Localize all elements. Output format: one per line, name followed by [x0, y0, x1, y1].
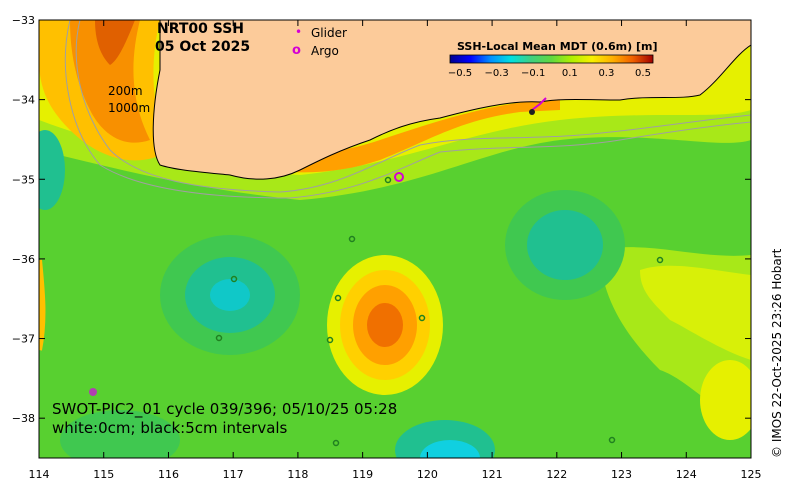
y-tick-label: −37 [12, 333, 35, 346]
glider-icon: • [295, 25, 302, 39]
x-axis: 114 115 116 117 118 119 120 121 122 123 124 125 [29, 20, 762, 481]
y-tick-label: −34 [12, 94, 35, 107]
swot-caption: SWOT-PIC2_01 cycle 039/396; 05/10/25 05:… [52, 400, 397, 419]
colorbar-tick-label: 0.5 [635, 68, 651, 79]
colorbar [449, 54, 654, 64]
x-tick-label: 119 [352, 468, 373, 481]
y-axis: −33 −34 −35 −36 −37 −38 [12, 14, 751, 425]
credit-text: © IMOS 22-Oct-2025 23:26 Hobart [770, 248, 784, 458]
title-date: 05 Oct 2025 [155, 39, 250, 55]
argo-icon: o [292, 43, 301, 58]
x-tick-label: 117 [223, 468, 244, 481]
x-tick-label: 124 [676, 468, 697, 481]
depth-label-200m: 200m [108, 84, 143, 98]
glider-label: Glider [311, 26, 347, 40]
colorbar-ticks: −0.5 −0.3 −0.1 0.1 0.3 0.5 [448, 68, 651, 79]
x-tick-label: 121 [482, 468, 503, 481]
colorbar-tick-label: 0.1 [562, 68, 578, 79]
colorbar-tick-label: −0.3 [484, 68, 508, 79]
x-tick-label: 122 [546, 468, 567, 481]
argo-label: Argo [311, 44, 339, 58]
colorbar-tick-label: 0.3 [598, 68, 614, 79]
x-tick-label: 120 [417, 468, 438, 481]
y-tick-label: −35 [12, 173, 35, 186]
colorbar-tick-label: −0.5 [448, 68, 472, 79]
colorbar-title: SSH-Local Mean MDT (0.6m) [m] [457, 40, 657, 53]
x-tick-label: 116 [158, 468, 179, 481]
x-tick-label: 114 [29, 468, 50, 481]
depth-label-1000m: 1000m [108, 101, 150, 115]
x-tick-label: 125 [741, 468, 762, 481]
y-tick-label: −38 [12, 412, 35, 425]
y-tick-label: −36 [12, 253, 35, 266]
x-tick-label: 118 [287, 468, 308, 481]
title-product: NRT00 SSH [157, 21, 244, 37]
colorbar-tick-label: −0.1 [521, 68, 545, 79]
x-tick-label: 123 [611, 468, 632, 481]
x-tick-label: 115 [93, 468, 114, 481]
y-tick-label: −33 [12, 14, 35, 27]
swot-intervals: white:0cm; black:5cm intervals [52, 419, 288, 437]
